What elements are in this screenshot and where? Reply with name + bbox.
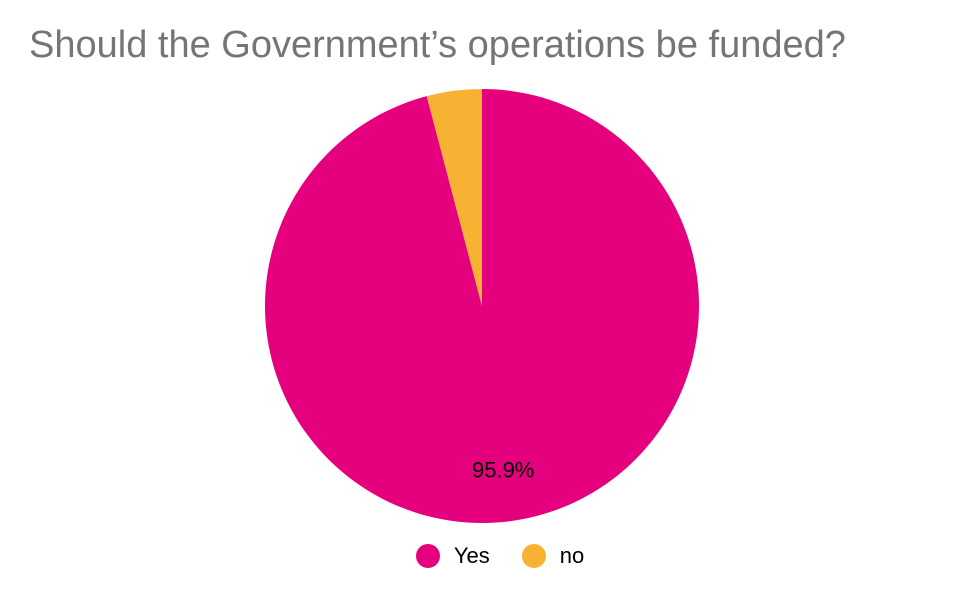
legend-item-no[interactable]: no: [521, 543, 585, 569]
legend: Yes no: [0, 539, 964, 573]
pie-slice-label-yes: 95.9%: [472, 458, 534, 483]
legend-label-no: no: [559, 543, 585, 568]
legend-item-yes[interactable]: Yes: [415, 543, 490, 569]
chart-title: Should the Government’s operations be fu…: [29, 24, 846, 66]
pie-slice-no[interactable]: [426, 89, 482, 306]
legend-swatch-yes: [415, 544, 440, 568]
legend-label-yes: Yes: [453, 543, 490, 568]
legend-swatch-no: [521, 544, 546, 568]
